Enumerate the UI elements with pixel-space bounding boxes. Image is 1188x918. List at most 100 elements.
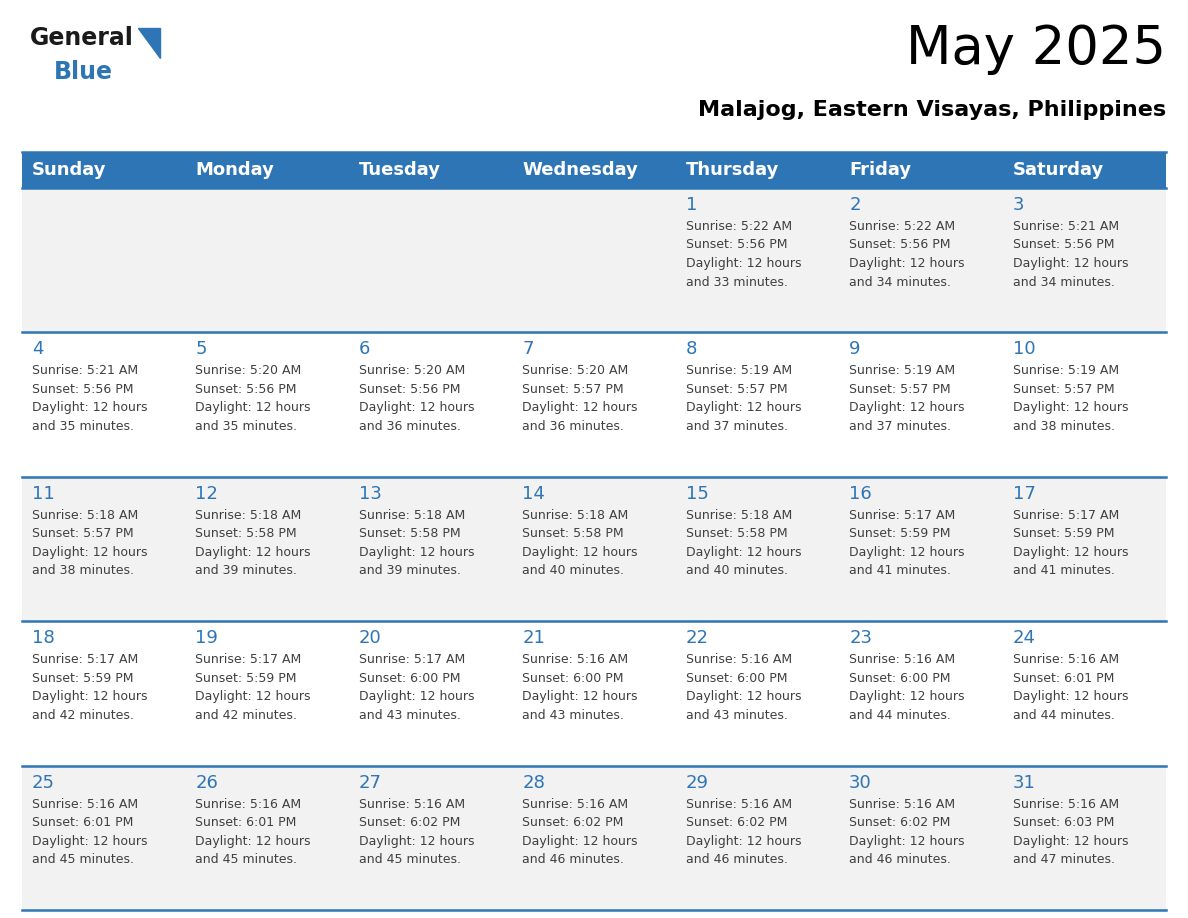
Bar bbox=[23, 152, 1165, 188]
Text: Sunset: 5:59 PM: Sunset: 5:59 PM bbox=[196, 672, 297, 685]
Bar bbox=[676, 621, 839, 766]
Text: and 42 minutes.: and 42 minutes. bbox=[196, 709, 297, 722]
Text: 1: 1 bbox=[685, 196, 697, 214]
Text: 24: 24 bbox=[1012, 629, 1036, 647]
Text: Sunset: 6:01 PM: Sunset: 6:01 PM bbox=[1012, 672, 1114, 685]
Text: Daylight: 12 hours: Daylight: 12 hours bbox=[685, 834, 801, 847]
Text: Sunset: 5:57 PM: Sunset: 5:57 PM bbox=[849, 383, 950, 396]
Text: 4: 4 bbox=[32, 341, 44, 358]
Text: Daylight: 12 hours: Daylight: 12 hours bbox=[359, 546, 474, 559]
Text: and 35 minutes.: and 35 minutes. bbox=[196, 420, 297, 433]
Bar bbox=[512, 332, 676, 476]
Text: Sunset: 5:56 PM: Sunset: 5:56 PM bbox=[196, 383, 297, 396]
Text: Daylight: 12 hours: Daylight: 12 hours bbox=[1012, 834, 1129, 847]
Text: Sunrise: 5:16 AM: Sunrise: 5:16 AM bbox=[849, 654, 955, 666]
Text: and 40 minutes.: and 40 minutes. bbox=[523, 565, 624, 577]
Text: and 37 minutes.: and 37 minutes. bbox=[849, 420, 952, 433]
Text: and 36 minutes.: and 36 minutes. bbox=[523, 420, 624, 433]
Text: and 44 minutes.: and 44 minutes. bbox=[1012, 709, 1114, 722]
Text: Sunrise: 5:16 AM: Sunrise: 5:16 AM bbox=[523, 798, 628, 811]
Text: Daylight: 12 hours: Daylight: 12 hours bbox=[196, 690, 311, 703]
Text: Daylight: 12 hours: Daylight: 12 hours bbox=[359, 401, 474, 414]
Text: Friday: Friday bbox=[849, 161, 911, 179]
Text: Daylight: 12 hours: Daylight: 12 hours bbox=[196, 834, 311, 847]
Text: 11: 11 bbox=[32, 485, 55, 503]
Text: 2: 2 bbox=[849, 196, 860, 214]
Text: Daylight: 12 hours: Daylight: 12 hours bbox=[849, 257, 965, 270]
Text: Sunrise: 5:17 AM: Sunrise: 5:17 AM bbox=[359, 654, 466, 666]
Text: Sunrise: 5:18 AM: Sunrise: 5:18 AM bbox=[32, 509, 138, 521]
Text: Daylight: 12 hours: Daylight: 12 hours bbox=[32, 401, 147, 414]
Text: 27: 27 bbox=[359, 774, 381, 791]
Text: Sunset: 5:56 PM: Sunset: 5:56 PM bbox=[1012, 239, 1114, 252]
Bar bbox=[839, 332, 1003, 476]
Text: Sunset: 5:59 PM: Sunset: 5:59 PM bbox=[32, 672, 133, 685]
Text: Sunset: 6:02 PM: Sunset: 6:02 PM bbox=[359, 816, 460, 829]
Text: Sunrise: 5:17 AM: Sunrise: 5:17 AM bbox=[196, 654, 302, 666]
Text: Sunrise: 5:18 AM: Sunrise: 5:18 AM bbox=[685, 509, 792, 521]
Text: Sunrise: 5:18 AM: Sunrise: 5:18 AM bbox=[523, 509, 628, 521]
Bar bbox=[839, 766, 1003, 910]
Text: 26: 26 bbox=[196, 774, 219, 791]
Text: Daylight: 12 hours: Daylight: 12 hours bbox=[32, 546, 147, 559]
Text: and 45 minutes.: and 45 minutes. bbox=[196, 853, 297, 866]
Text: 18: 18 bbox=[32, 629, 55, 647]
Text: Sunrise: 5:18 AM: Sunrise: 5:18 AM bbox=[196, 509, 302, 521]
Text: Daylight: 12 hours: Daylight: 12 hours bbox=[1012, 690, 1129, 703]
Polygon shape bbox=[138, 28, 160, 58]
Bar bbox=[676, 766, 839, 910]
Text: 3: 3 bbox=[1012, 196, 1024, 214]
Text: Sunrise: 5:16 AM: Sunrise: 5:16 AM bbox=[685, 654, 792, 666]
Text: 16: 16 bbox=[849, 485, 872, 503]
Bar bbox=[1003, 476, 1165, 621]
Text: Sunset: 5:57 PM: Sunset: 5:57 PM bbox=[685, 383, 788, 396]
Text: Sunset: 6:00 PM: Sunset: 6:00 PM bbox=[359, 672, 461, 685]
Text: Sunset: 5:56 PM: Sunset: 5:56 PM bbox=[849, 239, 950, 252]
Bar bbox=[23, 766, 185, 910]
Text: 9: 9 bbox=[849, 341, 860, 358]
Text: Daylight: 12 hours: Daylight: 12 hours bbox=[849, 401, 965, 414]
Text: Sunset: 5:57 PM: Sunset: 5:57 PM bbox=[523, 383, 624, 396]
Text: Sunset: 5:56 PM: Sunset: 5:56 PM bbox=[685, 239, 788, 252]
Text: Sunset: 6:02 PM: Sunset: 6:02 PM bbox=[685, 816, 788, 829]
Text: Sunrise: 5:16 AM: Sunrise: 5:16 AM bbox=[1012, 654, 1119, 666]
Text: Thursday: Thursday bbox=[685, 161, 779, 179]
Text: 23: 23 bbox=[849, 629, 872, 647]
Text: Sunrise: 5:16 AM: Sunrise: 5:16 AM bbox=[196, 798, 302, 811]
Text: Sunrise: 5:16 AM: Sunrise: 5:16 AM bbox=[523, 654, 628, 666]
Text: Sunrise: 5:19 AM: Sunrise: 5:19 AM bbox=[1012, 364, 1119, 377]
Bar bbox=[1003, 188, 1165, 332]
Text: 31: 31 bbox=[1012, 774, 1036, 791]
Text: Sunrise: 5:21 AM: Sunrise: 5:21 AM bbox=[32, 364, 138, 377]
Bar bbox=[676, 188, 839, 332]
Text: Daylight: 12 hours: Daylight: 12 hours bbox=[849, 690, 965, 703]
Text: 30: 30 bbox=[849, 774, 872, 791]
Text: Sunset: 5:59 PM: Sunset: 5:59 PM bbox=[1012, 527, 1114, 541]
Text: and 34 minutes.: and 34 minutes. bbox=[1012, 275, 1114, 288]
Bar bbox=[23, 332, 185, 476]
Bar bbox=[23, 188, 185, 332]
Text: Monday: Monday bbox=[196, 161, 274, 179]
Text: Sunday: Sunday bbox=[32, 161, 107, 179]
Text: and 46 minutes.: and 46 minutes. bbox=[849, 853, 952, 866]
Text: Sunset: 5:57 PM: Sunset: 5:57 PM bbox=[1012, 383, 1114, 396]
Text: and 42 minutes.: and 42 minutes. bbox=[32, 709, 134, 722]
Text: and 38 minutes.: and 38 minutes. bbox=[1012, 420, 1114, 433]
Bar bbox=[349, 332, 512, 476]
Text: Daylight: 12 hours: Daylight: 12 hours bbox=[685, 546, 801, 559]
Text: Sunset: 6:01 PM: Sunset: 6:01 PM bbox=[196, 816, 297, 829]
Bar bbox=[676, 476, 839, 621]
Bar bbox=[676, 332, 839, 476]
Bar bbox=[23, 621, 185, 766]
Text: Sunset: 5:59 PM: Sunset: 5:59 PM bbox=[849, 527, 950, 541]
Text: May 2025: May 2025 bbox=[906, 23, 1165, 75]
Text: 29: 29 bbox=[685, 774, 709, 791]
Text: Daylight: 12 hours: Daylight: 12 hours bbox=[359, 834, 474, 847]
Text: Sunset: 6:00 PM: Sunset: 6:00 PM bbox=[523, 672, 624, 685]
Text: Sunset: 6:02 PM: Sunset: 6:02 PM bbox=[849, 816, 950, 829]
Text: Daylight: 12 hours: Daylight: 12 hours bbox=[32, 690, 147, 703]
Text: Daylight: 12 hours: Daylight: 12 hours bbox=[685, 401, 801, 414]
Text: Daylight: 12 hours: Daylight: 12 hours bbox=[523, 834, 638, 847]
Bar bbox=[512, 476, 676, 621]
Text: Daylight: 12 hours: Daylight: 12 hours bbox=[359, 690, 474, 703]
